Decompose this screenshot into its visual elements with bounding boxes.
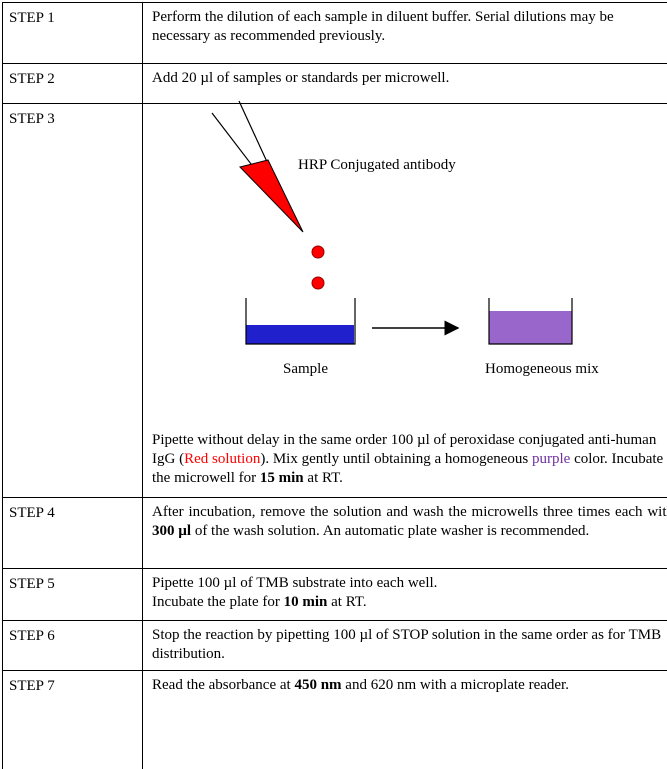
step-label: STEP 4 xyxy=(9,505,55,521)
paragraph: Incubate the plate for 10 min at RT. xyxy=(152,593,667,612)
step-label: STEP 7 xyxy=(9,678,55,694)
figure-label: Sample xyxy=(283,361,328,377)
text-run: Read the absorbance at xyxy=(152,677,295,693)
text-run: ). Mix gently until obtaining a homogene… xyxy=(260,451,532,467)
step-text: Pipette without delay in the same order … xyxy=(152,431,667,488)
paragraph: Pipette 100 µl of TMB substrate into eac… xyxy=(152,574,667,593)
paragraph: Read the absorbance at 450 nm and 620 nm… xyxy=(152,676,667,695)
step-text: Perform the dilution of each sample in d… xyxy=(152,8,667,46)
text-run: purple xyxy=(531,451,571,467)
row-border xyxy=(2,620,667,621)
beaker xyxy=(488,298,573,345)
drop xyxy=(311,276,325,290)
text-run: After incubation, remove the solution an… xyxy=(152,504,667,520)
paragraph: Add 20 µl of samples or standards per mi… xyxy=(152,69,667,88)
text-run: Perform the dilution of each sample in d… xyxy=(152,9,614,44)
text-run: at RT. xyxy=(303,470,343,486)
step-text: Add 20 µl of samples or standards per mi… xyxy=(152,69,667,88)
text-run: Add 20 µl of samples or standards per mi… xyxy=(152,70,450,86)
text-run: of the wash solution. An automatic plate… xyxy=(191,523,590,539)
text-run: 10 min xyxy=(283,594,328,610)
border xyxy=(2,2,3,769)
step-text: Read the absorbance at 450 nm and 620 nm… xyxy=(152,676,667,695)
step-text: Stop the reaction by pipetting 100 µl of… xyxy=(152,626,667,664)
paragraph: Pipette without delay in the same order … xyxy=(152,431,667,488)
row-border xyxy=(2,670,667,671)
paragraph: Perform the dilution of each sample in d… xyxy=(152,8,667,46)
step-label: STEP 6 xyxy=(9,628,55,644)
paragraph: Stop the reaction by pipetting 100 µl of… xyxy=(152,626,667,664)
text-run: Red solution xyxy=(184,451,261,467)
border xyxy=(142,2,143,769)
text-run: at RT. xyxy=(327,594,367,610)
row-border xyxy=(2,2,667,3)
paragraph: After incubation, remove the solution an… xyxy=(152,503,667,541)
mix-fill xyxy=(489,311,572,344)
text-run: 300 µl xyxy=(152,523,192,539)
text-run: and 620 nm with a microplate reader. xyxy=(341,677,569,693)
row-border xyxy=(2,63,667,64)
row-border xyxy=(2,103,667,104)
step-label: STEP 5 xyxy=(9,576,55,592)
pipette xyxy=(211,100,304,233)
row-border xyxy=(2,497,667,498)
beaker xyxy=(245,298,356,345)
step-label: STEP 1 xyxy=(9,10,55,26)
text-run: 15 min xyxy=(259,470,304,486)
figure-label: HRP Conjugated antibody xyxy=(298,157,456,173)
step-label: STEP 2 xyxy=(9,71,55,87)
text-run: Incubate the plate for xyxy=(152,594,284,610)
text-run: color. Incubate the microwell for xyxy=(152,451,664,486)
text-run: 450 nm xyxy=(294,677,342,693)
text-run: Stop the reaction by pipetting 100 µl of… xyxy=(152,627,662,662)
figure-label: Homogeneous mix xyxy=(485,361,599,377)
text-run: Pipette without delay in the same order … xyxy=(152,432,657,467)
step-text: Pipette 100 µl of TMB substrate into eac… xyxy=(152,574,667,612)
text-run: Pipette 100 µl of TMB substrate into eac… xyxy=(152,575,438,591)
row-border xyxy=(2,568,667,569)
step-label: STEP 3 xyxy=(9,111,55,127)
sample-fill xyxy=(246,325,354,344)
drop xyxy=(311,245,325,259)
step-text: After incubation, remove the solution an… xyxy=(152,503,667,541)
